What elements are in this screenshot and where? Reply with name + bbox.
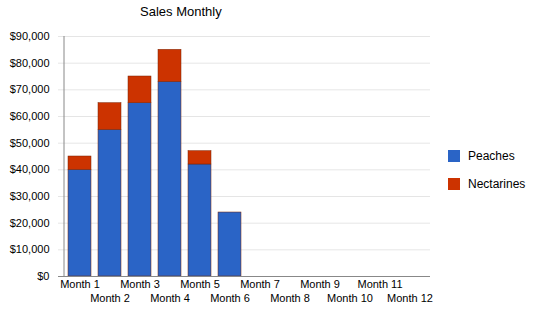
- svg-text:Month 6: Month 6: [210, 292, 250, 304]
- svg-text:$80,000: $80,000: [10, 57, 50, 69]
- svg-text:Month 2: Month 2: [90, 292, 130, 304]
- svg-text:Month 1: Month 1: [60, 278, 100, 290]
- html-text:Sales Monthly: Sales Monthly: [140, 4, 222, 19]
- svg-text:Month 7: Month 7: [240, 278, 280, 290]
- svg-text:Month 3: Month 3: [120, 278, 160, 290]
- svg-text:Month 5: Month 5: [180, 278, 220, 290]
- svg-text:$10,000: $10,000: [10, 243, 50, 255]
- svg-text:Month 9: Month 9: [300, 278, 340, 290]
- html-text:Peaches: Peaches: [468, 149, 515, 163]
- svg-text:Month 11: Month 11: [357, 278, 402, 290]
- svg-text:$50,000: $50,000: [10, 137, 50, 149]
- svg-text:Month 8: Month 8: [270, 292, 310, 304]
- svg-text:$20,000: $20,000: [10, 217, 50, 229]
- svg-text:Month 4: Month 4: [150, 292, 190, 304]
- svg-text:Month 10: Month 10: [327, 292, 373, 304]
- svg-text:$0: $0: [37, 270, 49, 282]
- html-text:Nectarines: Nectarines: [468, 177, 526, 191]
- svg-text:$30,000: $30,000: [10, 190, 50, 202]
- svg-text:Month 12: Month 12: [387, 292, 433, 304]
- svg-text:$90,000: $90,000: [10, 30, 50, 42]
- svg-text:$70,000: $70,000: [10, 83, 50, 95]
- svg-text:$40,000: $40,000: [10, 163, 50, 175]
- svg-text:$60,000: $60,000: [10, 110, 50, 122]
